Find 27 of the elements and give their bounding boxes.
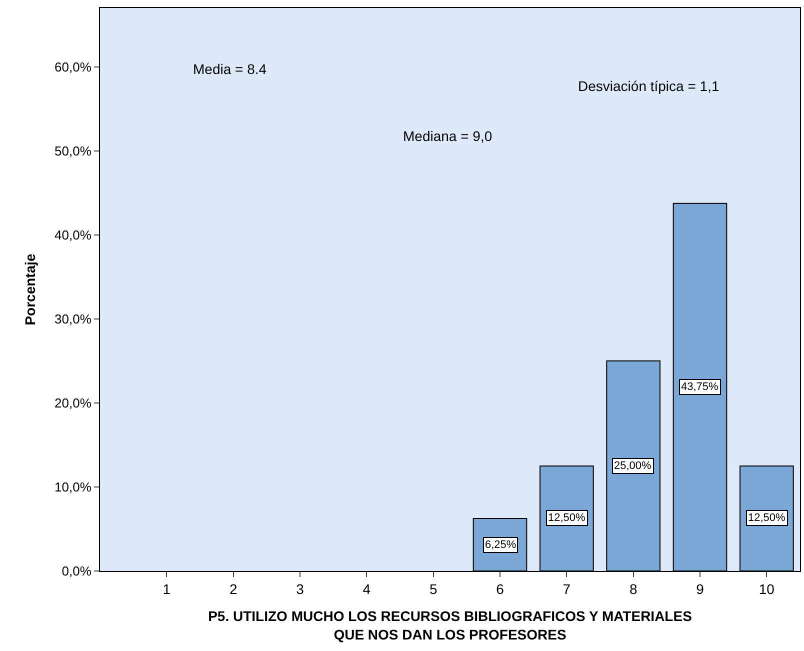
x-tick-label: 2 bbox=[229, 580, 238, 597]
y-tick-label: 0,0% bbox=[62, 564, 92, 579]
x-tick-label: 7 bbox=[562, 580, 571, 597]
x-tick-label: 3 bbox=[296, 580, 304, 597]
x-tick-label: 4 bbox=[362, 580, 371, 597]
x-axis-title: P5. UTILIZO MUCHO LOS RECURSOS BIBLIOGRAFICOS Y MATERIALES QUE NOS DAN LOS PROFESORES bbox=[208, 608, 692, 642]
y-tick-label: 20,0% bbox=[54, 395, 92, 410]
annotation: Desviación típica = 1,1 bbox=[578, 78, 720, 94]
data-label: 6,25% bbox=[485, 539, 516, 551]
x-tick-label: 1 bbox=[162, 580, 171, 597]
y-axis-title: Porcentaje bbox=[22, 253, 38, 326]
y-tick-label: 50,0% bbox=[54, 143, 92, 158]
data-label: 43,75% bbox=[681, 381, 719, 393]
data-label: 12,50% bbox=[748, 512, 786, 524]
annotation: Media = 8.4 bbox=[193, 61, 267, 77]
y-tick-label: 10,0% bbox=[54, 480, 92, 495]
data-label: 25,00% bbox=[614, 460, 652, 472]
x-tick-label: 6 bbox=[496, 580, 504, 597]
x-tick-label: 9 bbox=[696, 580, 704, 597]
y-tick-label: 40,0% bbox=[54, 227, 92, 242]
x-tick-label: 5 bbox=[429, 580, 438, 597]
x-tick-label: 10 bbox=[758, 580, 775, 597]
data-label: 12,50% bbox=[548, 512, 586, 524]
x-tick-label: 8 bbox=[629, 580, 638, 597]
y-tick-label: 60,0% bbox=[54, 59, 92, 74]
annotation: Mediana = 9,0 bbox=[403, 128, 492, 144]
y-tick-label: 30,0% bbox=[54, 311, 92, 326]
